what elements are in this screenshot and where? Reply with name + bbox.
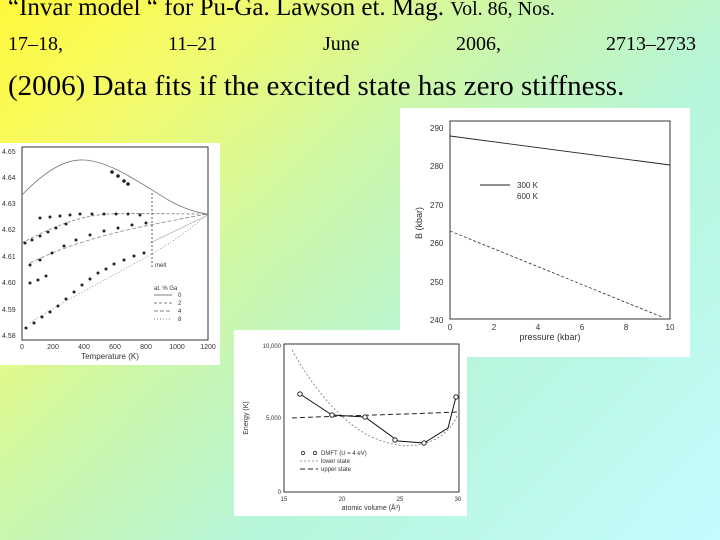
title-main: “Invar model “ for Pu-Ga. Lawson et. Mag… [8, 0, 444, 21]
x-axis-label: atomic volume (Å³) [342, 503, 401, 512]
x-tick: 20 [339, 497, 346, 503]
x-tick: 2 [492, 323, 497, 332]
y-tick: 280 [430, 162, 444, 171]
legend-marker [301, 451, 305, 455]
y-tick: 270 [430, 201, 444, 210]
legend-lower: lower state [321, 459, 351, 465]
y-axis-label: Energy (K) [243, 401, 250, 434]
x-tick: 4 [536, 323, 541, 332]
upper-state-curve [291, 411, 459, 419]
legend-title: at. % Ga [154, 286, 178, 292]
y-tick: 10,000 [263, 344, 282, 350]
x-tick: 8 [624, 323, 629, 332]
x-tick: 0 [20, 344, 24, 351]
y-tick: 4.65 [2, 149, 16, 156]
data-points [23, 170, 148, 330]
legend-marker [313, 451, 317, 455]
model-curve [29, 213, 209, 264]
x-tick: 800 [140, 344, 152, 351]
x-tick: 1000 [169, 344, 185, 351]
x-tick: 200 [47, 344, 59, 351]
x-tick: 600 [109, 344, 121, 351]
y-tick: 260 [430, 239, 444, 248]
slide-subtitle: (2006) Data fits if the excited state ha… [8, 70, 625, 102]
x-tick: 10 [666, 323, 675, 332]
line-600k [449, 230, 663, 318]
lower-state-curve [291, 349, 459, 447]
citation-part: 11–21 [168, 33, 218, 55]
citation-part: 17–18, [8, 33, 63, 55]
bulk-modulus-figure: 290 280 270 260 250 240 0 2 4 6 8 10 pre… [400, 108, 690, 357]
x-axis-label: pressure (kbar) [519, 332, 580, 342]
line-300k [449, 135, 671, 166]
y-tick: 0 [278, 490, 282, 496]
model-curve [149, 214, 209, 244]
y-tick: 4.63 [2, 201, 16, 208]
citation-part: 2006, [456, 33, 501, 55]
x-tick: 25 [397, 497, 404, 503]
legend-upper: upper state [321, 467, 352, 473]
slide-title: “Invar model “ for Pu-Ga. Lawson et. Mag… [8, 0, 555, 22]
model-curve [21, 159, 209, 215]
lattice-vs-temperature-figure: 4.65 4.64 4.63 4.62 4.61 4.60 4.59 4.58 … [0, 143, 220, 365]
legend-item: 4 [178, 309, 182, 315]
legend-600k: 600 K [517, 192, 539, 201]
y-tick: 4.60 [2, 280, 16, 287]
model-curve [29, 213, 209, 324]
y-tick: 4.62 [2, 227, 16, 234]
x-tick: 400 [78, 344, 90, 351]
legend-dmft: DMFT (U = 4 eV) [321, 451, 367, 457]
dmft-curve [299, 393, 457, 444]
x-tick: 1200 [200, 344, 216, 351]
legend-item: 0 [178, 293, 182, 299]
y-tick: 290 [430, 124, 444, 133]
title-vol: Vol. 86, Nos. [450, 0, 555, 20]
x-tick: 15 [281, 497, 288, 503]
y-tick: 5,000 [266, 416, 282, 422]
y-tick: 4.58 [2, 333, 16, 340]
melt-label: melt [155, 263, 167, 269]
legend-item: 8 [178, 317, 182, 323]
legend-300k: 300 K [517, 181, 539, 190]
energy-vs-volume-figure: 10,000 5,000 0 15 20 25 30 atomic volume… [234, 330, 467, 516]
y-axis-label: B (kbar) [414, 207, 424, 239]
citation-part: June [323, 33, 360, 55]
x-tick: 30 [455, 497, 462, 503]
dmft-points [297, 391, 459, 446]
y-tick: 4.61 [2, 254, 16, 261]
citation-part: 2713–2733 [606, 33, 696, 55]
x-tick: 0 [448, 323, 453, 332]
y-tick: 240 [430, 316, 444, 325]
x-axis-label: Temperature (K) [81, 352, 139, 361]
y-tick: 4.59 [2, 307, 16, 314]
y-tick: 4.64 [2, 175, 16, 182]
x-tick: 6 [580, 323, 585, 332]
y-tick: 250 [430, 278, 444, 287]
legend-item: 2 [178, 301, 182, 307]
